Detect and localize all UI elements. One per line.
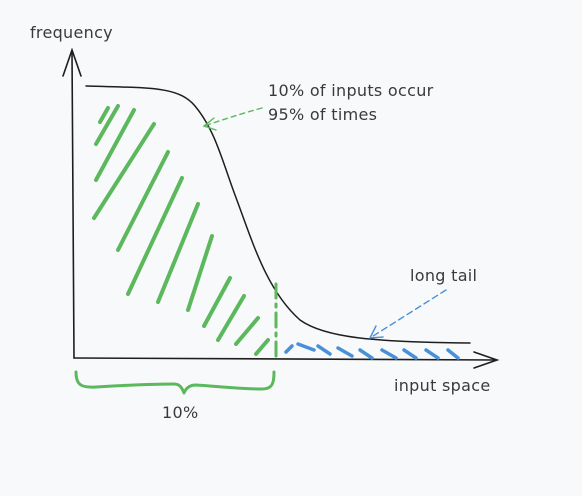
tail-annotation-arrow bbox=[368, 289, 447, 339]
head-annotation-arrow bbox=[202, 107, 263, 131]
x-axis-label: input space bbox=[394, 376, 490, 395]
tail-hatch bbox=[284, 342, 460, 360]
tail-annotation: long tail bbox=[410, 266, 477, 285]
x-axis bbox=[73, 351, 500, 369]
y-axis bbox=[62, 47, 82, 359]
y-axis-label: frequency bbox=[30, 23, 113, 42]
head-hatch bbox=[92, 104, 270, 356]
brace-label: 10% bbox=[162, 403, 198, 422]
distribution-curve bbox=[85, 85, 471, 344]
ten-percent-brace bbox=[74, 370, 276, 395]
head-annotation-line1: 10% of inputs occur bbox=[268, 81, 434, 100]
head-annotation-line2: 95% of times bbox=[268, 105, 377, 124]
